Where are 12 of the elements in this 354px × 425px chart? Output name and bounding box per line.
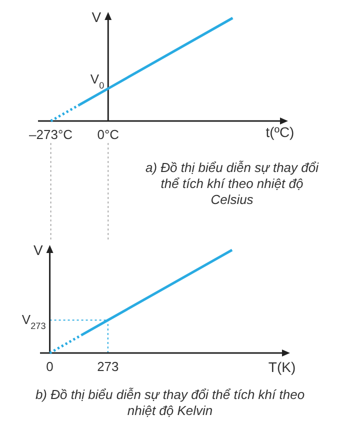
x-axis-title: t(ºC) (266, 124, 294, 140)
x-tick-label: 0 (46, 359, 54, 374)
y-axis-title: V (33, 242, 44, 258)
x-tick-label: 0°C (97, 127, 120, 142)
annotation: V$_{0}$ (90, 72, 104, 91)
x-axis-title: T(K) (268, 359, 296, 375)
text: b) Đồ thị biểu diễn sự thay đổi thể tích khí theo nhiệt độ Kelvin (35, 387, 305, 418)
x-tick-label: 273 (97, 359, 119, 374)
text: a) Đồ thị biểu diễn sự thay đổi thể tích khí theo nhiệt độ Celsius (145, 160, 320, 207)
x-tick-label: –273°C (29, 127, 73, 142)
ref-line-label: V$_{273}$ (22, 312, 46, 332)
y-axis-title: V (92, 9, 102, 25)
